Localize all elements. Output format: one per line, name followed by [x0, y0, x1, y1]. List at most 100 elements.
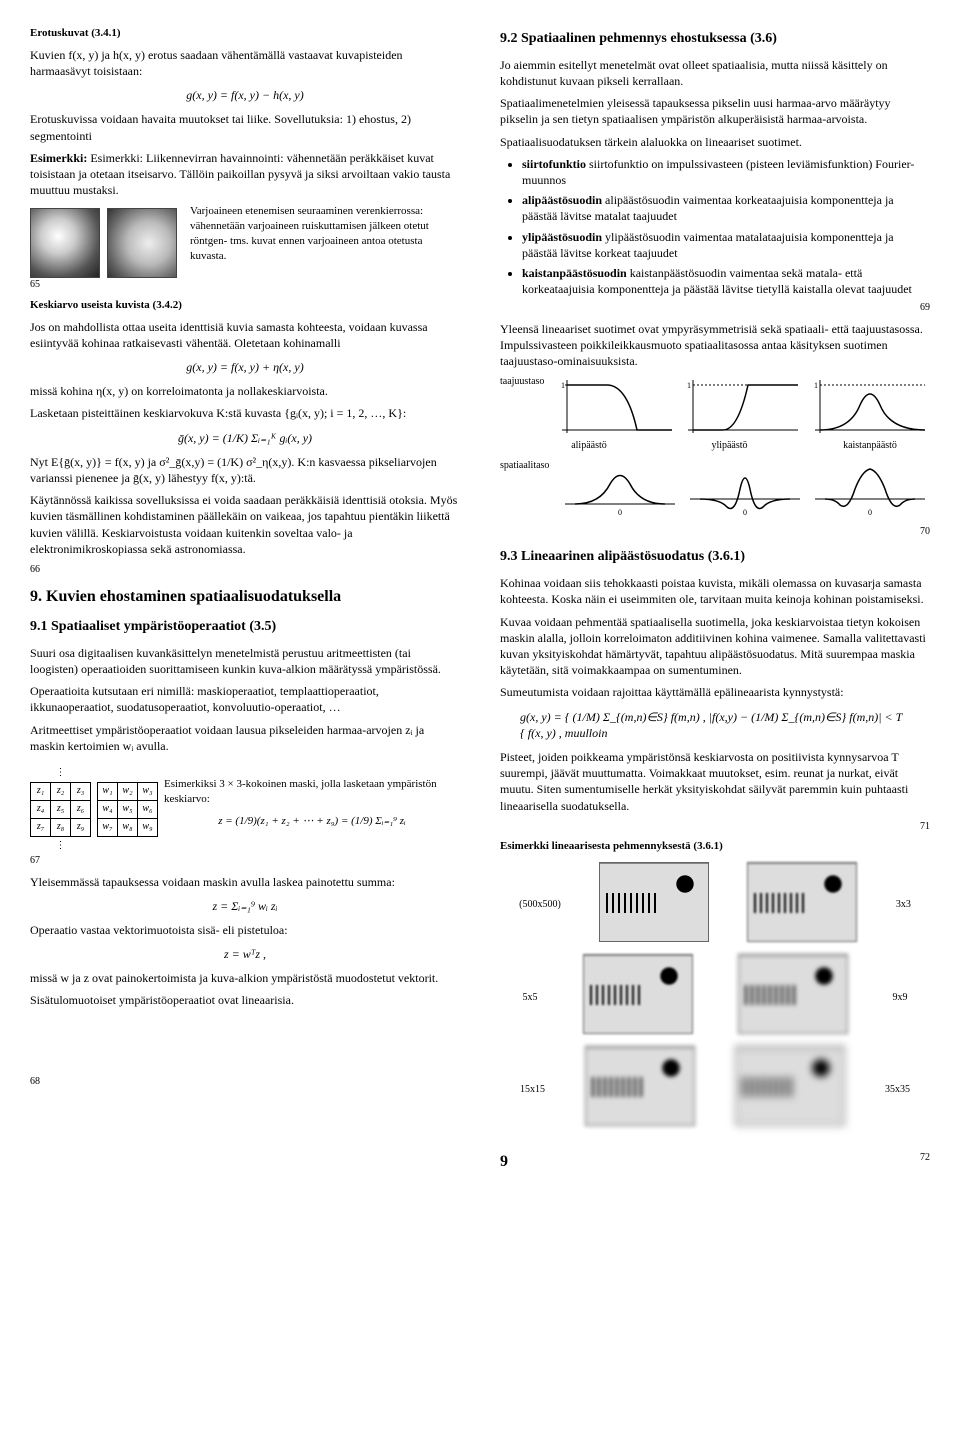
- xray-image-before: [30, 208, 100, 278]
- list-item: ylipäästösuodin ylipäästösuodin vaimenta…: [522, 229, 930, 261]
- page-number: 65: [30, 278, 460, 292]
- cell: w₄: [98, 800, 118, 818]
- cell: w₈: [118, 818, 138, 836]
- eq-line: { f(x, y) , muulloin: [520, 726, 607, 740]
- filter-spatial-row: spatiaalitaso 0 0 0: [500, 459, 930, 519]
- equation: ḡ(x, y) = (1/K) Σᵢ₌₁ᴷ gᵢ(x, y): [30, 430, 460, 446]
- filter-freq-row: taajuustaso 1 1 1: [500, 375, 930, 435]
- cell: z₂: [51, 782, 71, 800]
- para: Yleisemmässä tapauksessa voidaan maskin …: [30, 874, 460, 890]
- para: Operaatio vastaa vektorimuotoista sisä- …: [30, 922, 460, 938]
- page-number: 70: [500, 525, 930, 539]
- cell: z₁: [31, 782, 51, 800]
- para: Pisteet, joiden poikkeama ympäristönsä k…: [500, 749, 930, 814]
- blur-label: 5x5: [523, 991, 538, 1005]
- equation: g(x, y) = f(x, y) − h(x, y): [30, 87, 460, 103]
- svg-text:1: 1: [814, 381, 818, 390]
- para: Kohinaa voidaan siis tehokkaasti poistaa…: [500, 575, 930, 607]
- svg-text:1: 1: [561, 381, 565, 390]
- svg-text:0: 0: [868, 508, 872, 517]
- lowpass-freq-plot: 1: [557, 375, 677, 435]
- svg-text:0: 0: [743, 508, 747, 517]
- list-item: kaistanpäästösuodin kaistanpäästösuodin …: [522, 265, 930, 297]
- equation: z = (1/9)(z₁ + z₂ + ⋯ + z₉) = (1/9) Σᵢ₌₁…: [164, 814, 460, 829]
- cell: z₆: [71, 800, 91, 818]
- para: Kuvien f(x, y) ja h(x, y) erotus saadaan…: [30, 47, 460, 79]
- heading-section-9: 9. Kuvien ehostaminen spatiaalisuodatuks…: [30, 586, 460, 608]
- label-alipaasto: alipäästö: [529, 439, 649, 453]
- blur-image-35x35: [735, 1046, 845, 1126]
- svg-text:1: 1: [687, 381, 691, 390]
- cell: z₈: [51, 818, 71, 836]
- blur-label: 3x3: [896, 898, 911, 912]
- para: Esimerkki: Esimerkki: Liikennevirran hav…: [30, 150, 460, 199]
- equation: g(x, y) = f(x, y) + η(x, y): [30, 359, 460, 375]
- cell: z₇: [31, 818, 51, 836]
- blur-image-9x9: [738, 954, 848, 1034]
- big-section-number: 9: [500, 1151, 508, 1173]
- bandpass-spatial-plot: 0: [810, 459, 930, 519]
- blur-label: 35x35: [885, 1083, 910, 1097]
- cell: w₆: [138, 800, 158, 818]
- blur-row-2: 5x5 9x9: [500, 954, 930, 1038]
- para: Sisätulomuotoiset ympäristöoperaatiot ov…: [30, 992, 460, 1008]
- cell: w₃: [138, 782, 158, 800]
- blur-row-3: 15x15 35x35: [500, 1046, 930, 1130]
- heading-keskiarvo: Keskiarvo useista kuvista (3.4.2): [30, 298, 460, 313]
- blur-label: 9x9: [893, 991, 908, 1005]
- page-number: 66: [30, 563, 460, 577]
- blur-image-original: [599, 862, 709, 942]
- mask-z-table: ⋮ z₁z₂z₃ z₄z₅z₆ z₇z₈z₉ ⋮: [30, 764, 91, 854]
- page-number: 72: [920, 1151, 930, 1173]
- cell: z₄: [31, 800, 51, 818]
- list-item: siirtofunktio siirtofunktio on impulssiv…: [522, 156, 930, 188]
- para: Aritmeettiset ympäristöoperaatiot voidaa…: [30, 722, 460, 754]
- label-taajuustaso: taajuustaso: [500, 375, 544, 435]
- para: missä kohina η(x, y) on korreloimatonta …: [30, 383, 460, 399]
- page-number: 69: [500, 301, 930, 315]
- cell: w₂: [118, 782, 138, 800]
- blur-label: 15x15: [520, 1083, 545, 1097]
- cell: z₃: [71, 782, 91, 800]
- cell: z₉: [71, 818, 91, 836]
- page-number: 68: [30, 1075, 460, 1089]
- blur-label: (500x500): [519, 898, 561, 912]
- highpass-freq-plot: 1: [683, 375, 803, 435]
- mask-note: Esimerkiksi 3 × 3-kokoinen maski, jolla …: [164, 777, 460, 807]
- image-caption: Varjoaineen etenemisen seuraaminen veren…: [190, 204, 450, 263]
- para: Yleensä lineaariset suotimet ovat ympyrä…: [500, 321, 930, 370]
- para: Erotuskuvissa voidaan havaita muutokset …: [30, 111, 460, 143]
- text: Esimerkki: Liikennevirran havainnointi: …: [30, 151, 450, 197]
- para: Spatiaalimenetelmien yleisessä tapaukses…: [500, 95, 930, 127]
- cell: w₁: [98, 782, 118, 800]
- label-spatiaalitaso: spatiaalitaso: [500, 459, 549, 519]
- para: Sumeutumista voidaan rajoittaa käyttämäl…: [500, 684, 930, 700]
- para: Operaatioita kutsutaan eri nimillä: mask…: [30, 683, 460, 715]
- label-kaistanpaasto: kaistanpäästö: [810, 439, 930, 453]
- xray-image-after: [107, 208, 177, 278]
- image-row: Varjoaineen etenemisen seuraaminen veren…: [30, 204, 460, 278]
- heading-9-3: 9.3 Lineaarinen alipäästösuodatus (3.6.1…: [500, 548, 930, 567]
- lowpass-spatial-plot: 0: [560, 459, 680, 519]
- cell: z₅: [51, 800, 71, 818]
- cell: w₉: [138, 818, 158, 836]
- equation: z = Σᵢ₌₁⁹ wᵢ zᵢ: [30, 898, 460, 914]
- cell: w₅: [118, 800, 138, 818]
- list-item: alipäästösuodin alipäästösuodin vaimenta…: [522, 192, 930, 224]
- para: Jos on mahdollista ottaa useita identtis…: [30, 319, 460, 351]
- para: Käytännössä kaikissa sovelluksissa ei vo…: [30, 492, 460, 557]
- para: Suuri osa digitaalisen kuvankäsittelyn m…: [30, 645, 460, 677]
- label-ylipaasto: ylipäästö: [670, 439, 790, 453]
- heading-example: Esimerkki lineaarisesta pehmennyksestä (…: [500, 839, 930, 854]
- eq-line: g(x, y) = { (1/M) Σ_{(m,n)∈S} f(m,n) , |…: [520, 710, 902, 724]
- heading-erotuskuvat: Erotuskuvat (3.4.1): [30, 26, 460, 41]
- para: Spatiaalisuodatuksen tärkein alaluokka o…: [500, 134, 930, 150]
- blur-image-5x5: [583, 954, 693, 1034]
- para: Nyt E{ḡ(x, y)} = f(x, y) ja σ²_ḡ(x,y) = …: [30, 454, 460, 486]
- heading-9-2: 9.2 Spatiaalinen pehmennys ehostuksessa …: [500, 30, 930, 49]
- page-number: 71: [500, 820, 930, 834]
- heading-9-1: 9.1 Spatiaaliset ympäristöoperaatiot (3.…: [30, 618, 460, 637]
- mask-row: ⋮ z₁z₂z₃ z₄z₅z₆ z₇z₈z₉ ⋮ w₁w₂w₃ w₄w₅w₆ w…: [30, 760, 460, 854]
- equation: z = wᵀz ,: [30, 946, 460, 962]
- equation: g(x, y) = { (1/M) Σ_{(m,n)∈S} f(m,n) , |…: [520, 709, 930, 741]
